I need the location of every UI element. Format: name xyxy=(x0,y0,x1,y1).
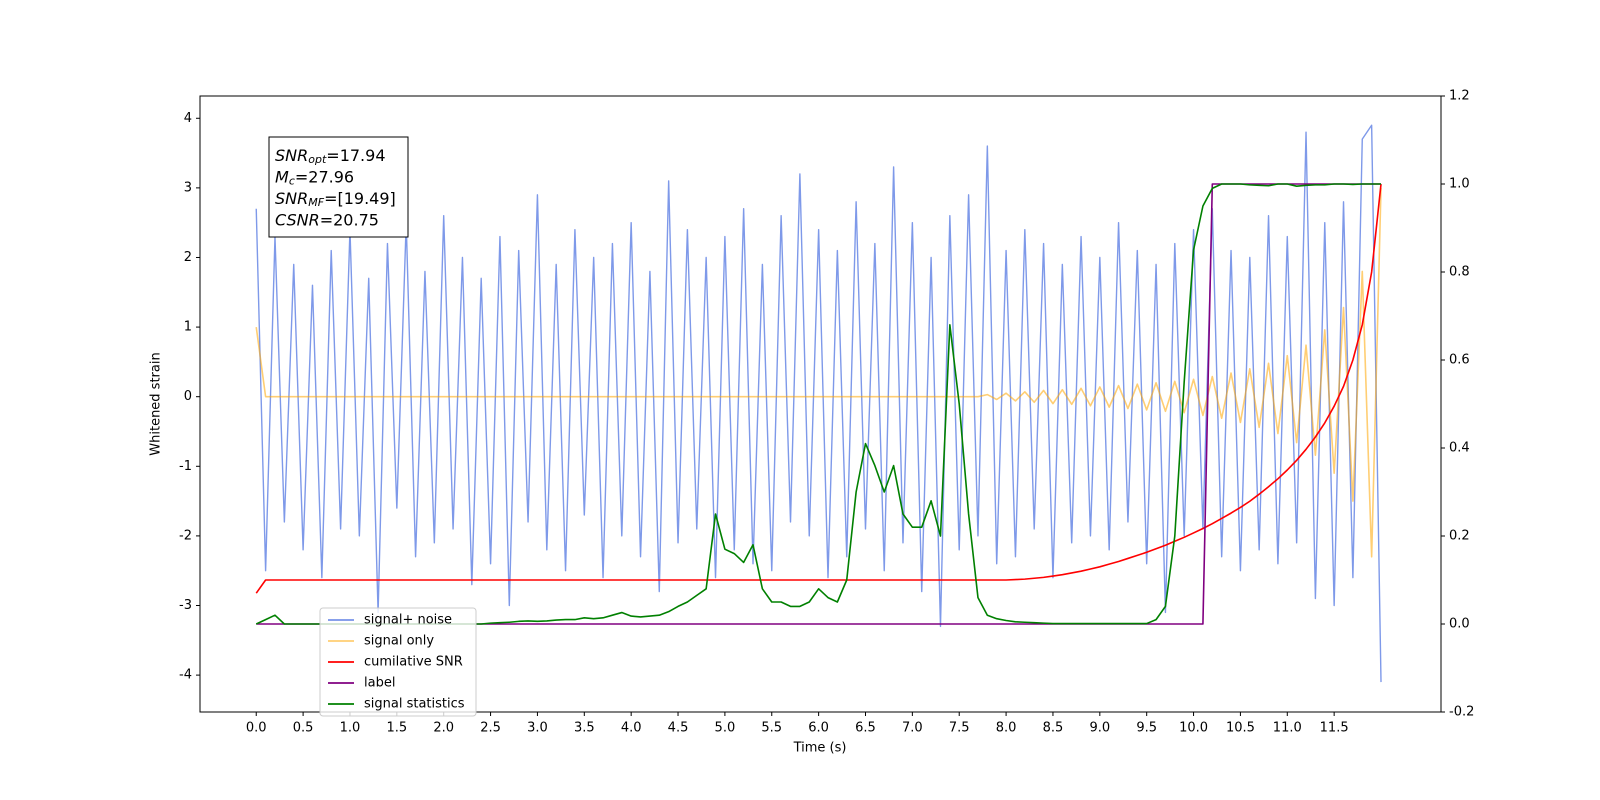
annotation: SNRopt=17.94 xyxy=(275,146,386,167)
legend: signal+ noise signal only cumilative SNR la… xyxy=(319,607,477,717)
y-tick-label: 4 xyxy=(184,111,192,126)
annotation-symbol: SNR xyxy=(275,146,308,165)
y-tick-label: -2 xyxy=(179,528,192,543)
y2-tick-label: 1.2 xyxy=(1449,89,1470,104)
y2-tick-label: 0.8 xyxy=(1449,265,1470,280)
legend-label: cumilative SNR xyxy=(364,655,463,670)
x-tick-label: 4.0 xyxy=(621,721,642,736)
x-tick-label: 1.5 xyxy=(386,721,407,736)
y2-tick-label: 0.2 xyxy=(1449,529,1470,544)
annotation-symbol: SNR xyxy=(275,189,308,208)
annotation: Mc=27.96 xyxy=(275,167,354,188)
annotation: SNRMF=[19.49] xyxy=(275,189,396,210)
y-tick-label: -1 xyxy=(179,459,192,474)
x-tick-label: 3.0 xyxy=(527,721,548,736)
x-tick-label: 3.5 xyxy=(574,721,595,736)
plot-area xyxy=(255,124,1382,683)
plot-frame xyxy=(199,95,1442,713)
x-tick-label: 5.0 xyxy=(715,721,736,736)
y-tick-label: -4 xyxy=(179,668,192,683)
x-tick-label: 6.0 xyxy=(808,721,829,736)
y2-tick-label: 0.4 xyxy=(1449,441,1470,456)
x-tick-label: 10.0 xyxy=(1179,721,1208,736)
x-tick-label: 8.0 xyxy=(996,721,1017,736)
x-tick-label: 8.5 xyxy=(1043,721,1064,736)
x-tick-label: 10.5 xyxy=(1226,721,1255,736)
y2-tick-label: 0.0 xyxy=(1449,617,1470,632)
y-tick-label: 2 xyxy=(184,250,192,265)
annotation-symbol: CSNR xyxy=(275,210,320,229)
legend-label: label xyxy=(364,676,395,691)
x-tick-label: 0.5 xyxy=(293,721,314,736)
x-tick-label: 4.5 xyxy=(668,721,689,736)
y2-tick-label: 0.6 xyxy=(1449,353,1470,368)
x-tick-label: 1.0 xyxy=(340,721,361,736)
x-tick-label: 6.5 xyxy=(855,721,876,736)
legend-label: signal only xyxy=(364,634,434,649)
annotation-text: =[19.49] xyxy=(324,189,396,208)
y2-tick-label: -0.2 xyxy=(1449,705,1474,720)
x-tick-label: 9.0 xyxy=(1089,721,1110,736)
annotation-subscript: MF xyxy=(308,196,324,209)
x-tick-label: 0.0 xyxy=(246,721,267,736)
y-tick-label: 1 xyxy=(184,320,192,335)
annotation-text: =27.96 xyxy=(295,167,354,186)
x-tick-label: 7.5 xyxy=(949,721,970,736)
x-tick-label: 11.0 xyxy=(1273,721,1302,736)
legend-label: signal+ noise xyxy=(364,613,452,628)
legend-label: signal statistics xyxy=(364,697,465,712)
y-tick-label: 3 xyxy=(184,180,192,195)
x-tick-label: 11.5 xyxy=(1320,721,1349,736)
y-tick-label: -3 xyxy=(179,598,192,613)
annotation: CSNR=20.75 xyxy=(275,210,379,229)
x-tick-label: 2.0 xyxy=(433,721,454,736)
x-axis-label: Time (s) xyxy=(793,741,847,756)
y-tick-label: 0 xyxy=(184,389,192,404)
annotation-text: =17.94 xyxy=(326,146,385,165)
series-line xyxy=(255,124,1382,683)
y2-tick-label: 1.0 xyxy=(1449,177,1470,192)
x-tick-label: 5.5 xyxy=(761,721,782,736)
series-line xyxy=(255,187,1382,558)
legend-box xyxy=(319,607,477,717)
x-tick-label: 2.5 xyxy=(480,721,501,736)
annotation-box xyxy=(268,136,409,238)
x-tick-label: 9.5 xyxy=(1136,721,1157,736)
y-axis-label: Whitened strain xyxy=(149,352,164,455)
annotation-subscript: c xyxy=(289,175,295,188)
annotation-symbol: M xyxy=(275,167,289,186)
annotation-subscript: opt xyxy=(308,153,327,166)
annotation-text: =20.75 xyxy=(320,210,379,229)
series-line xyxy=(255,183,1382,594)
x-tick-label: 7.0 xyxy=(902,721,923,736)
